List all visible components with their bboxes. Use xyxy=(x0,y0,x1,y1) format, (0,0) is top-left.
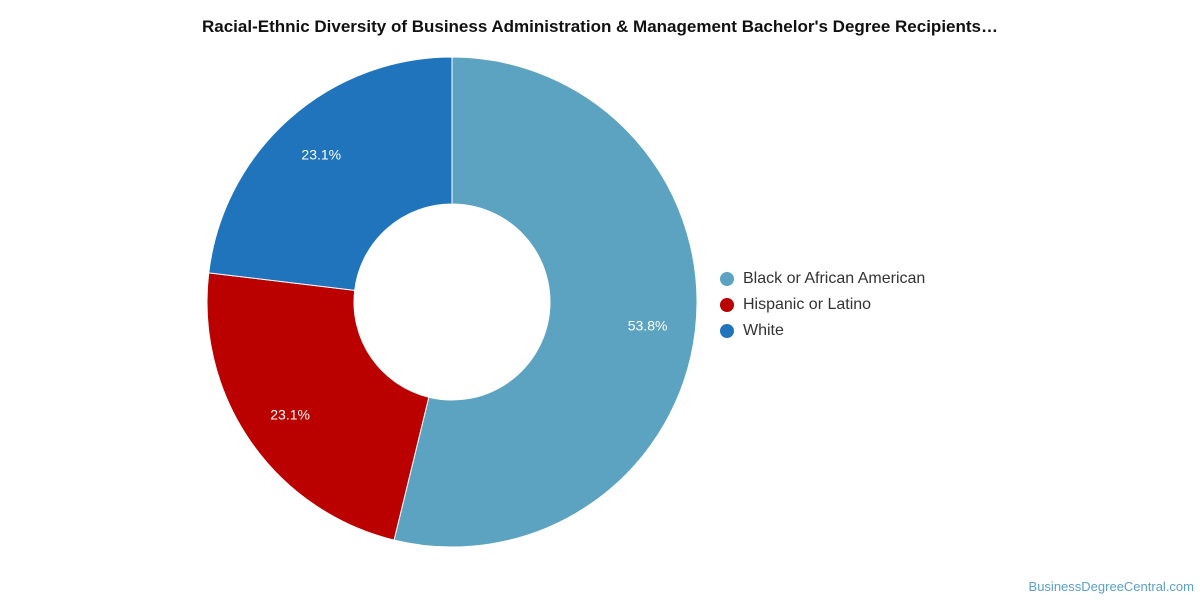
legend: Black or African American Hispanic or La… xyxy=(720,266,925,344)
data-label-hispanic-or-latino: 23.1% xyxy=(270,406,310,422)
legend-item-white[interactable]: White xyxy=(720,318,925,344)
legend-swatch xyxy=(720,272,734,286)
legend-item-hispanic-or-latino[interactable]: Hispanic or Latino xyxy=(720,292,925,318)
legend-label: White xyxy=(743,322,784,339)
legend-label: Hispanic or Latino xyxy=(743,296,872,313)
chart-title: Racial-Ethnic Diversity of Business Admi… xyxy=(201,17,998,36)
slice-white[interactable] xyxy=(208,56,453,291)
slices-group xyxy=(206,56,698,548)
legend-label: Black or African American xyxy=(743,270,926,287)
data-label-white: 23.1% xyxy=(301,147,341,163)
labels-group: 53.8% 23.1% 23.1% xyxy=(270,147,667,423)
data-label-black-or-african-american: 53.8% xyxy=(628,317,668,333)
legend-item-black-or-african-american[interactable]: Black or African American xyxy=(720,266,925,292)
slice-black-or-african-american[interactable] xyxy=(393,56,698,548)
legend-swatch xyxy=(720,324,734,338)
slice-hispanic-or-latino[interactable] xyxy=(206,272,430,541)
legend-swatch xyxy=(720,298,734,312)
source-credit[interactable]: BusinessDegreeCentral.com xyxy=(1028,579,1194,594)
